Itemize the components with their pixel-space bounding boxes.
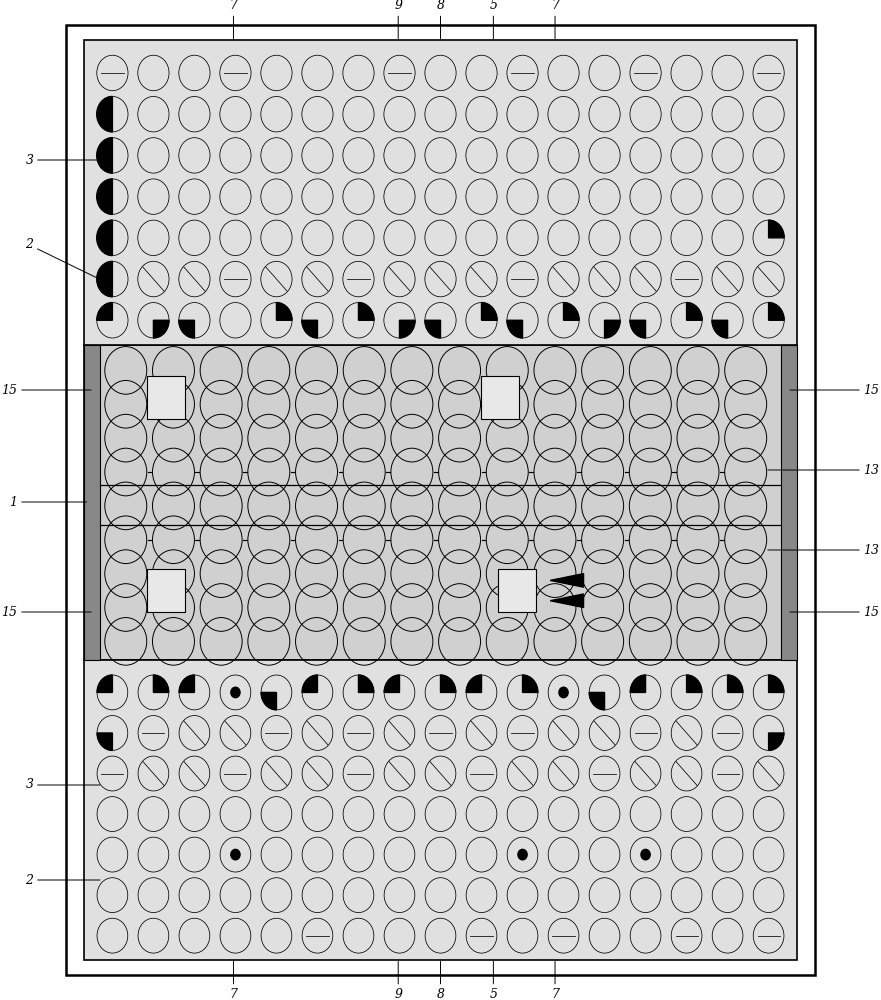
Wedge shape [97,96,113,132]
Wedge shape [604,320,620,338]
Wedge shape [359,303,374,320]
Wedge shape [399,320,415,338]
Text: 7: 7 [551,961,559,1000]
Wedge shape [589,692,604,710]
Wedge shape [522,675,538,692]
Wedge shape [97,220,113,256]
Wedge shape [97,179,113,214]
Text: 15: 15 [2,383,91,396]
Bar [147,569,185,612]
Wedge shape [261,692,277,710]
Text: 7: 7 [229,961,238,1000]
Text: 2: 2 [26,238,100,279]
Wedge shape [686,303,702,320]
Circle shape [231,849,240,860]
Bar [498,569,536,612]
Bar [84,345,797,660]
Wedge shape [768,220,784,238]
Wedge shape [768,303,784,320]
Text: 13: 13 [768,464,879,477]
Text: 1: 1 [10,495,86,508]
Wedge shape [482,303,497,320]
Wedge shape [97,675,113,692]
Text: 15: 15 [2,605,91,618]
Wedge shape [440,675,455,692]
Text: 8: 8 [436,0,445,39]
Circle shape [518,849,527,860]
Polygon shape [550,574,583,587]
Wedge shape [466,675,482,692]
Circle shape [231,687,240,698]
Wedge shape [425,320,440,338]
Wedge shape [153,320,169,338]
Bar [84,660,797,960]
Wedge shape [686,675,702,692]
Bar [781,345,797,660]
Circle shape [559,687,568,698]
Wedge shape [384,675,399,692]
Wedge shape [97,733,113,750]
Wedge shape [277,303,292,320]
Wedge shape [97,303,113,320]
Wedge shape [728,675,743,692]
Text: 3: 3 [26,778,100,792]
Wedge shape [97,138,113,173]
Text: 3: 3 [26,153,100,166]
Text: 7: 7 [229,0,238,39]
Wedge shape [302,675,317,692]
Bar [147,376,185,419]
Wedge shape [564,303,579,320]
Wedge shape [507,320,522,338]
Bar [84,345,100,660]
Wedge shape [179,320,195,338]
Text: 5: 5 [489,961,498,1000]
Wedge shape [153,675,169,692]
Text: 15: 15 [790,605,879,618]
Wedge shape [359,675,374,692]
Text: 15: 15 [790,383,879,396]
Wedge shape [302,320,317,338]
Wedge shape [179,675,195,692]
Bar [66,25,815,975]
Text: 5: 5 [489,0,498,39]
Wedge shape [768,733,784,750]
Bar [481,376,519,419]
Wedge shape [630,675,646,692]
Wedge shape [97,261,113,297]
Wedge shape [768,675,784,692]
Bar [84,40,797,345]
Text: 2: 2 [26,874,100,886]
Text: 9: 9 [394,0,403,39]
Text: 9: 9 [394,961,403,1000]
Polygon shape [550,594,583,607]
Text: 13: 13 [768,544,879,556]
Text: 7: 7 [551,0,559,39]
Wedge shape [630,320,646,338]
Text: 8: 8 [436,961,445,1000]
Wedge shape [712,320,728,338]
Circle shape [641,849,650,860]
